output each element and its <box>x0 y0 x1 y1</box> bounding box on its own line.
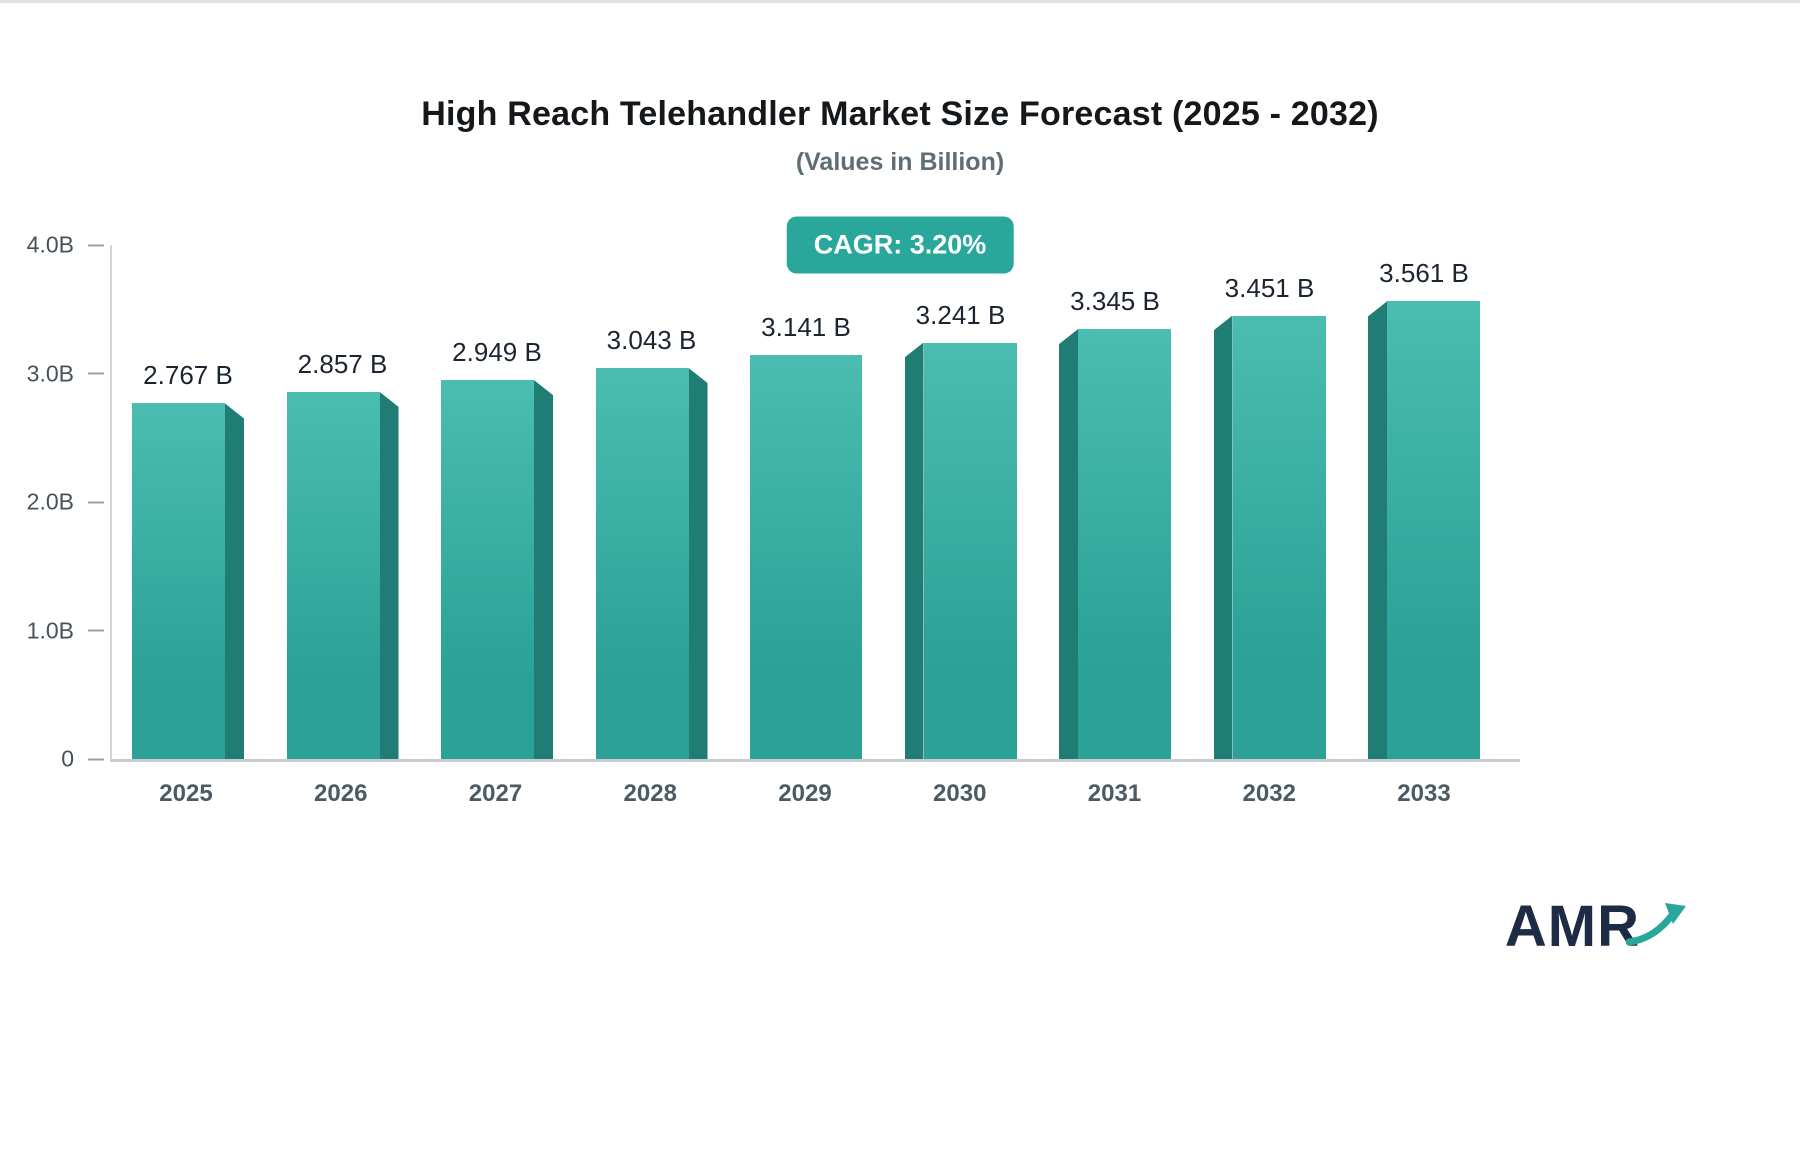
x-axis-label: 2027 <box>468 780 523 807</box>
bar-value-label: 3.561 B <box>1379 258 1469 289</box>
bar: 2.767 B <box>132 360 244 759</box>
x-labels: 2025 2026 2027 2028 2029 2030 2031 2032 2033 <box>110 762 1520 808</box>
plot-area: 4.0B 3.0B 2.0B 1.0B 0 2.767 B 2.857 B 2.949 B 3… <box>27 232 1520 772</box>
bar-face <box>595 367 689 759</box>
bar-value-label: 3.141 B <box>761 312 851 343</box>
bar-value-label: 3.451 B <box>1224 272 1315 303</box>
bar-face <box>1232 315 1326 759</box>
bar-face <box>1387 301 1480 759</box>
bar-side-shadow <box>904 342 924 759</box>
x-axis-label: 2031 <box>1087 780 1142 807</box>
y-tick-mark <box>88 501 104 503</box>
amr-logo-text: AMR <box>1504 894 1640 959</box>
y-tick: 4.0B <box>16 232 112 259</box>
x-axis-label: 2026 <box>314 780 368 807</box>
bar-face <box>441 380 534 759</box>
bar: 3.043 B <box>595 325 708 759</box>
bar-side-shadow <box>1213 315 1233 759</box>
bar: 2.949 B <box>441 337 553 759</box>
cagr-badge: CAGR: 3.20% <box>786 216 1014 274</box>
bar-value-label: 2.767 B <box>143 360 233 391</box>
bar: 3.345 B <box>1059 286 1171 759</box>
y-tick: 3.0B <box>16 360 112 387</box>
x-axis-label: 2030 <box>933 780 987 807</box>
chart-subtitle: (Values in Billion) <box>795 148 1005 176</box>
bar-side-shadow <box>379 391 399 759</box>
y-tick-label: 3.0B <box>26 360 74 386</box>
amr-logo: AMR <box>1505 898 1688 956</box>
bar-side-shadow <box>534 380 553 759</box>
x-axis-label: 2029 <box>778 780 832 807</box>
bar: 2.857 B <box>286 349 399 759</box>
bars-track: 2.767 B 2.857 B 2.949 B 3.043 B 3.141 B 3.241… <box>112 245 1520 759</box>
y-tick-label: 0 <box>61 745 74 772</box>
bar-side-shadow <box>1368 301 1387 759</box>
bar-face <box>286 391 380 759</box>
bar-value-label: 3.241 B <box>915 299 1006 330</box>
y-tick-mark <box>88 372 104 375</box>
y-tick: 1.0B <box>16 617 112 644</box>
x-axis-label: 2033 <box>1397 780 1451 807</box>
chart-section: CAGR: 3.20% 4.0B 3.0B 2.0B 1.0B 0 2.767 B 2.8… <box>0 216 1800 808</box>
bar: 3.141 B <box>750 312 862 759</box>
bar-face <box>1078 329 1171 759</box>
y-tick: 0 <box>16 746 112 773</box>
y-tick-mark <box>88 244 104 246</box>
bar-side-shadow <box>225 403 244 759</box>
bar: 3.451 B <box>1213 273 1326 759</box>
growth-arrow-icon <box>1625 901 1688 952</box>
chart-title: High Reach Telehandler Market Size Forec… <box>421 95 1379 133</box>
bar-face <box>132 403 225 759</box>
bar: 3.241 B <box>904 300 1017 759</box>
bar-value-label: 3.043 B <box>606 324 697 355</box>
x-axis-label: 2028 <box>623 780 677 807</box>
y-tick-mark <box>88 629 104 632</box>
bar-face <box>750 355 862 759</box>
bar-side-shadow <box>1059 329 1078 759</box>
x-axis-label: 2032 <box>1242 780 1296 807</box>
y-tick: 2.0B <box>16 489 112 516</box>
y-tick-label: 2.0B <box>26 488 74 515</box>
bar-face <box>923 342 1017 759</box>
bar: 3.561 B <box>1368 258 1480 759</box>
y-tick-label: 1.0B <box>26 617 74 643</box>
bar-side-shadow <box>688 367 708 759</box>
y-tick-mark <box>88 758 104 760</box>
bar-value-label: 2.949 B <box>452 337 542 368</box>
y-tick-label: 4.0B <box>26 231 74 258</box>
bar-value-label: 2.857 B <box>297 348 388 379</box>
bar-value-label: 3.345 B <box>1070 286 1160 317</box>
x-axis-label: 2025 <box>159 780 213 807</box>
